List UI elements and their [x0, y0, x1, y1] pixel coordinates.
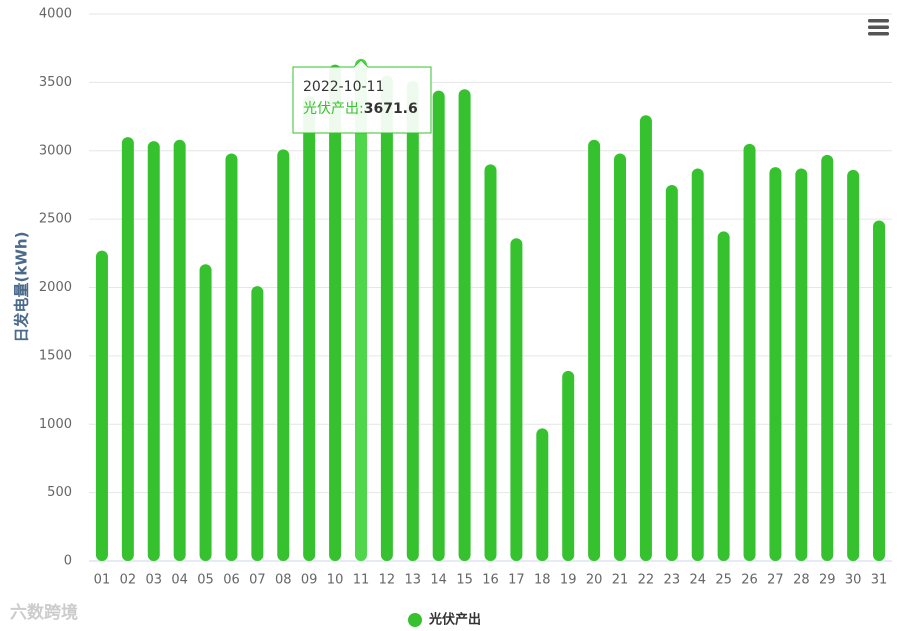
y-tick-label: 1000 — [39, 417, 72, 432]
x-tick-label: 03 — [145, 573, 162, 588]
y-axis-label: 日发电量(kWh) — [13, 232, 31, 343]
bar — [251, 286, 264, 561]
x-tick-label: 23 — [664, 573, 681, 588]
x-tick-label: 29 — [819, 573, 836, 588]
bar — [588, 139, 601, 561]
x-tick-label: 28 — [793, 573, 810, 588]
bar — [432, 90, 445, 561]
bar — [406, 81, 419, 561]
x-tick-label: 01 — [94, 573, 111, 588]
bar — [277, 149, 290, 561]
bar — [458, 89, 471, 562]
bar — [510, 238, 523, 561]
y-tick-label: 2000 — [39, 280, 72, 295]
x-tick-label: 13 — [405, 573, 422, 588]
x-tick-label: 10 — [327, 573, 344, 588]
tooltip-value: 3671.6 — [364, 101, 418, 117]
y-tick-label: 1500 — [39, 348, 72, 363]
tooltip-title: 2022-10-11 — [303, 79, 384, 95]
tooltip-series: 光伏产出: — [303, 101, 364, 117]
y-tick-label: 3000 — [39, 143, 72, 158]
bar — [380, 75, 393, 561]
x-tick-label: 19 — [560, 573, 577, 588]
bar — [562, 370, 575, 561]
y-tick-label: 4000 — [39, 7, 72, 22]
tooltip-box — [292, 59, 432, 134]
x-tick-label: 04 — [171, 573, 188, 588]
x-tick-label: 25 — [715, 573, 732, 588]
bar — [847, 169, 860, 561]
y-tick-label: 0 — [64, 554, 72, 569]
x-tick-label: 26 — [741, 573, 758, 588]
bar — [173, 139, 186, 561]
x-tick-label: 18 — [534, 573, 551, 588]
watermark: 六数跨境 — [10, 602, 78, 623]
x-tick-label: 11 — [353, 573, 370, 588]
bar — [795, 168, 808, 561]
bar — [121, 137, 134, 561]
bar — [329, 64, 342, 561]
x-tick-label: 22 — [638, 573, 655, 588]
x-tick-label: 07 — [249, 573, 266, 588]
bar — [95, 250, 108, 561]
x-tick-label: 14 — [430, 573, 447, 588]
x-tick-label: 08 — [275, 573, 292, 588]
x-tick-label: 05 — [197, 573, 214, 588]
x-tick-label: 30 — [845, 573, 862, 588]
bar — [225, 153, 238, 562]
bar — [665, 184, 678, 561]
x-tick-label: 17 — [508, 573, 525, 588]
bar — [639, 115, 652, 561]
x-tick-label: 12 — [379, 573, 396, 588]
x-tick-label: 21 — [612, 573, 629, 588]
bar — [303, 96, 316, 562]
x-tick-label: 27 — [767, 573, 784, 588]
x-tick-label: 06 — [223, 573, 240, 588]
x-tick-label: 15 — [456, 573, 473, 588]
x-tick-label: 20 — [586, 573, 603, 588]
legend-marker — [408, 613, 422, 627]
x-tick-label: 16 — [482, 573, 499, 588]
bar — [147, 141, 160, 562]
menu-icon[interactable] — [868, 19, 889, 36]
y-tick-label: 2500 — [39, 212, 72, 227]
x-tick-label: 09 — [301, 573, 318, 588]
bar — [199, 264, 212, 561]
x-tick-label: 31 — [871, 573, 888, 588]
legend-label: 光伏产出 — [428, 612, 481, 628]
bar — [614, 153, 627, 562]
y-tick-label: 500 — [47, 485, 72, 500]
tooltip: 2022-10-11 光伏产出:3671.6 — [292, 59, 432, 134]
x-tick-label: 24 — [689, 573, 706, 588]
bar — [717, 231, 730, 561]
tooltip-row: 光伏产出:3671.6 — [303, 101, 418, 117]
bar — [536, 428, 549, 561]
bar — [769, 167, 782, 561]
y-tick-label: 3500 — [39, 75, 72, 90]
bar — [743, 143, 756, 561]
x-tick-label: 02 — [120, 573, 137, 588]
bar — [354, 58, 367, 562]
bar — [691, 168, 704, 561]
bar — [873, 220, 886, 561]
bar — [484, 164, 497, 562]
bar — [821, 154, 834, 562]
